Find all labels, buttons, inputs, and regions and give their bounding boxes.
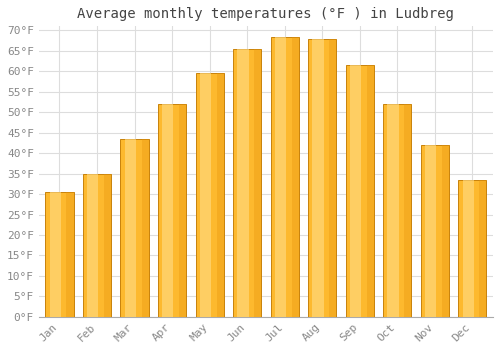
Bar: [162, 104, 173, 317]
Bar: [480, 180, 486, 317]
Bar: [442, 145, 449, 317]
Bar: [421, 145, 449, 317]
Bar: [179, 104, 186, 317]
Bar: [275, 36, 286, 317]
Bar: [238, 49, 248, 317]
Bar: [124, 139, 136, 317]
Bar: [87, 174, 99, 317]
Bar: [388, 104, 398, 317]
Bar: [270, 36, 299, 317]
Bar: [83, 174, 111, 317]
Bar: [254, 49, 261, 317]
Bar: [346, 65, 374, 317]
Bar: [462, 180, 474, 317]
Bar: [196, 74, 224, 317]
Title: Average monthly temperatures (°F ) in Ludbreg: Average monthly temperatures (°F ) in Lu…: [78, 7, 454, 21]
Bar: [104, 174, 111, 317]
Bar: [66, 192, 73, 317]
Bar: [404, 104, 411, 317]
Bar: [312, 38, 324, 317]
Bar: [50, 192, 61, 317]
Bar: [330, 38, 336, 317]
Bar: [46, 192, 74, 317]
Bar: [292, 36, 299, 317]
Bar: [350, 65, 361, 317]
Bar: [425, 145, 436, 317]
Bar: [308, 38, 336, 317]
Bar: [367, 65, 374, 317]
Bar: [216, 74, 224, 317]
Bar: [142, 139, 148, 317]
Bar: [233, 49, 261, 317]
Bar: [458, 180, 486, 317]
Bar: [383, 104, 412, 317]
Bar: [120, 139, 148, 317]
Bar: [158, 104, 186, 317]
Bar: [200, 74, 211, 317]
